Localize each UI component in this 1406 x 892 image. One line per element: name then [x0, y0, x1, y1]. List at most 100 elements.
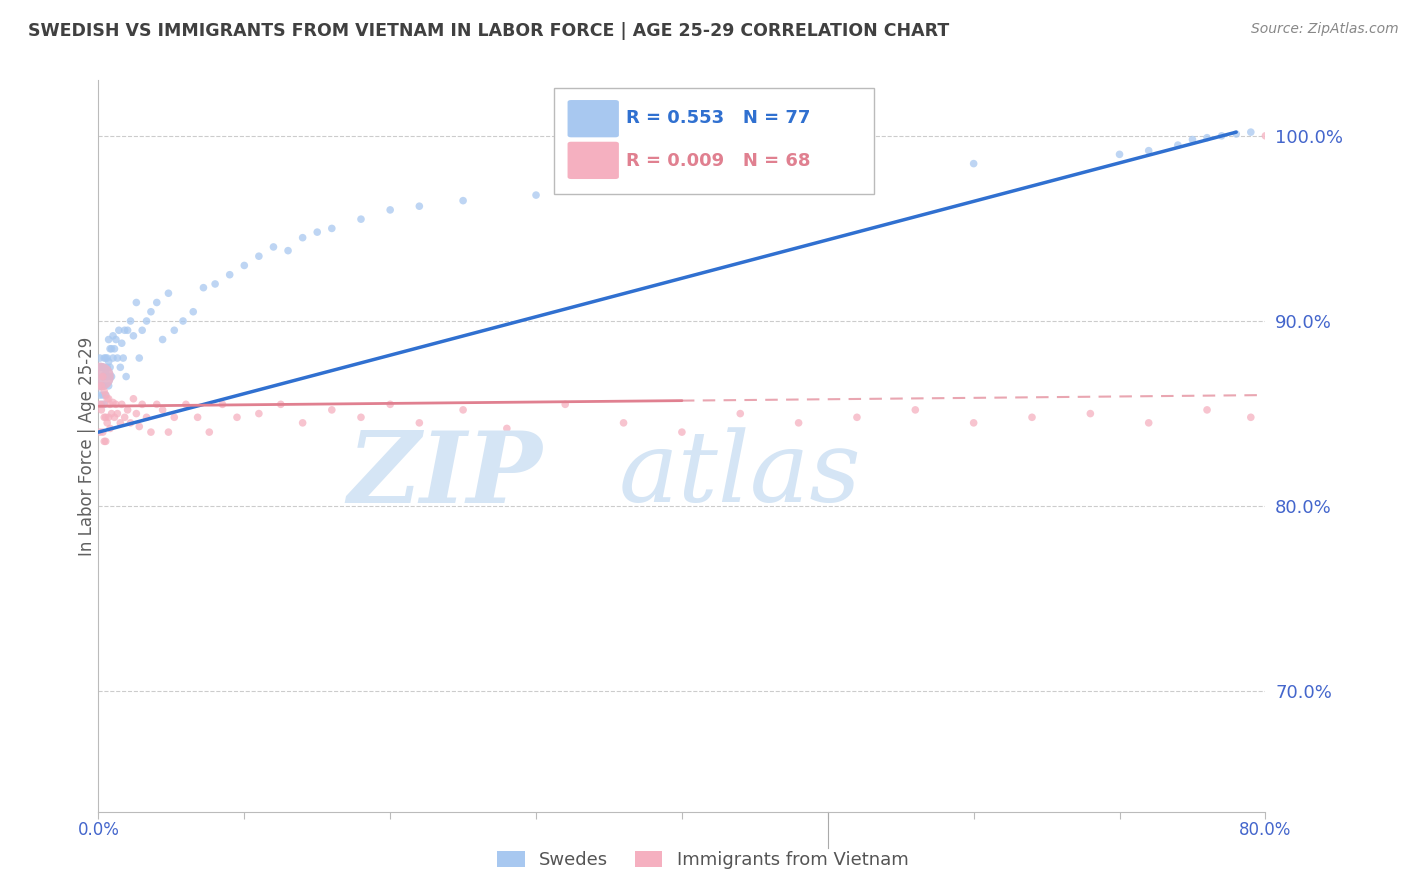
Point	[90, 379, 112, 393]
Point	[1080, 407, 1102, 421]
Point	[1108, 147, 1130, 161]
Point	[291, 230, 314, 244]
Point	[247, 249, 270, 263]
Point	[94, 434, 117, 449]
Point	[94, 410, 117, 425]
Point	[211, 397, 233, 411]
Point	[277, 244, 299, 258]
Point	[1195, 403, 1218, 417]
Point	[91, 397, 114, 411]
Point	[98, 397, 121, 411]
Point	[408, 199, 430, 213]
Point	[100, 369, 122, 384]
Point	[270, 397, 292, 411]
Point	[128, 419, 150, 434]
Point	[554, 397, 576, 411]
Point	[198, 425, 221, 439]
Point	[93, 351, 115, 365]
Point	[204, 277, 226, 291]
Point	[408, 416, 430, 430]
Point	[91, 369, 114, 384]
Point	[111, 397, 134, 411]
Point	[321, 221, 343, 235]
Point	[93, 397, 115, 411]
Point	[120, 314, 142, 328]
Point	[89, 425, 111, 439]
Point	[91, 369, 114, 384]
Text: R = 0.009   N = 68: R = 0.009 N = 68	[626, 152, 810, 169]
Point	[108, 323, 131, 337]
Point	[135, 410, 157, 425]
Text: ZIP: ZIP	[347, 427, 541, 524]
Point	[94, 388, 117, 402]
Point	[103, 342, 125, 356]
Point	[93, 384, 115, 399]
Point	[1195, 130, 1218, 145]
Point	[93, 434, 115, 449]
Point	[350, 212, 373, 227]
Point	[97, 392, 120, 406]
Point	[98, 360, 121, 375]
Point	[128, 351, 150, 365]
Point	[1021, 410, 1043, 425]
FancyBboxPatch shape	[568, 100, 619, 137]
Point	[1225, 127, 1247, 141]
Text: 80.0%: 80.0%	[1239, 821, 1292, 839]
Legend: Swedes, Immigrants from Vietnam: Swedes, Immigrants from Vietnam	[488, 842, 918, 879]
Point	[321, 403, 343, 417]
Point	[181, 304, 204, 318]
Point	[89, 369, 111, 384]
Point	[1211, 128, 1233, 143]
Point	[157, 425, 180, 439]
Point	[1137, 144, 1160, 158]
Point	[187, 410, 209, 425]
Point	[97, 333, 120, 347]
Point	[1181, 132, 1204, 146]
Point	[904, 403, 927, 417]
Point	[671, 425, 693, 439]
Point	[146, 397, 169, 411]
Point	[612, 416, 634, 430]
Point	[125, 407, 148, 421]
Point	[247, 407, 270, 421]
Point	[103, 410, 125, 425]
Point	[98, 342, 121, 356]
Point	[96, 369, 118, 384]
Point	[91, 360, 114, 375]
Point	[120, 416, 142, 430]
Point	[1240, 410, 1263, 425]
Point	[524, 188, 547, 202]
Point	[104, 397, 127, 411]
Point	[101, 328, 124, 343]
Point	[98, 421, 121, 435]
Point	[817, 166, 839, 180]
Point	[114, 410, 136, 425]
Point	[90, 360, 112, 375]
Point	[671, 175, 693, 189]
Point	[94, 388, 117, 402]
Point	[105, 351, 128, 365]
Point	[218, 268, 240, 282]
Point	[226, 410, 249, 425]
Point	[1240, 125, 1263, 139]
Point	[89, 397, 111, 411]
Text: R = 0.553   N = 77: R = 0.553 N = 77	[626, 110, 810, 128]
Point	[139, 425, 162, 439]
Point	[157, 286, 180, 301]
Point	[451, 194, 474, 208]
Point	[112, 351, 135, 365]
Point	[728, 407, 751, 421]
Point	[96, 416, 118, 430]
Point	[122, 392, 145, 406]
Point	[152, 403, 174, 417]
Point	[1167, 138, 1189, 153]
Point	[90, 403, 112, 417]
Point	[101, 395, 124, 409]
Point	[114, 323, 136, 337]
Point	[174, 397, 197, 411]
Point	[139, 304, 162, 318]
Point	[105, 407, 128, 421]
Point	[163, 410, 186, 425]
Point	[378, 397, 402, 411]
Text: SWEDISH VS IMMIGRANTS FROM VIETNAM IN LABOR FORCE | AGE 25-29 CORRELATION CHART: SWEDISH VS IMMIGRANTS FROM VIETNAM IN LA…	[28, 22, 949, 40]
